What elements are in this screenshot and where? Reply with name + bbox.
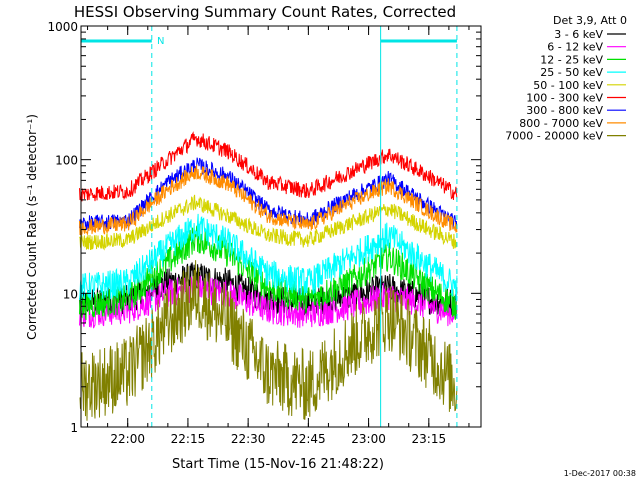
- y-tick-label: 100: [55, 154, 78, 168]
- y-axis-label: Corrected Count Rate (s⁻¹ detector⁻¹): [25, 114, 39, 340]
- series-line: [79, 163, 458, 236]
- x-tick-label: 23:15: [412, 432, 447, 446]
- legend-entry: 25 - 50 keV: [540, 66, 603, 79]
- footer-timestamp: 1-Dec-2017 00:38: [564, 469, 636, 478]
- series-line: [79, 260, 458, 421]
- legend-entry: 50 - 100 keV: [533, 79, 603, 92]
- legend-entry: 3 - 6 keV: [554, 28, 603, 41]
- x-tick-label: 22:00: [110, 432, 145, 446]
- y-tick-label: 1000: [47, 20, 78, 34]
- legend-entry: 100 - 300 keV: [526, 92, 603, 105]
- plot-frame: [80, 25, 482, 428]
- axes: 22:00 22:15 22:30 22:45 23:00 23:15 1 10 100 1000: [47, 20, 481, 446]
- x-axis-label: Start Time (15-Nov-16 21:48:22): [172, 457, 384, 472]
- legend-entry: 12 - 25 keV: [540, 53, 603, 66]
- x-tick-label: 22:15: [171, 432, 206, 446]
- x-tick-label: 22:45: [291, 432, 326, 446]
- series-line: [79, 224, 458, 321]
- annotation-n: N: [157, 36, 164, 47]
- legend-entry: 6 - 12 keV: [547, 41, 603, 54]
- series-line: [79, 131, 458, 202]
- y-tick-label: 10: [63, 287, 78, 301]
- series-line: [79, 157, 458, 232]
- legend-title: Det 3,9, Att 0: [553, 14, 627, 27]
- legend-entry: 7000 - 20000 keV: [505, 130, 603, 143]
- x-tick-label: 22:30: [231, 432, 266, 446]
- legend-entry: 300 - 800 keV: [526, 104, 603, 117]
- y-tick-label: 1: [70, 421, 78, 435]
- series-line: [79, 213, 458, 302]
- chart-title: HESSI Observing Summary Count Rates, Cor…: [74, 3, 456, 21]
- legend-entry: 800 - 7000 keV: [519, 117, 603, 130]
- series-line: [79, 194, 458, 251]
- plot-lines: [79, 131, 458, 421]
- x-tick-label: 23:00: [351, 432, 386, 446]
